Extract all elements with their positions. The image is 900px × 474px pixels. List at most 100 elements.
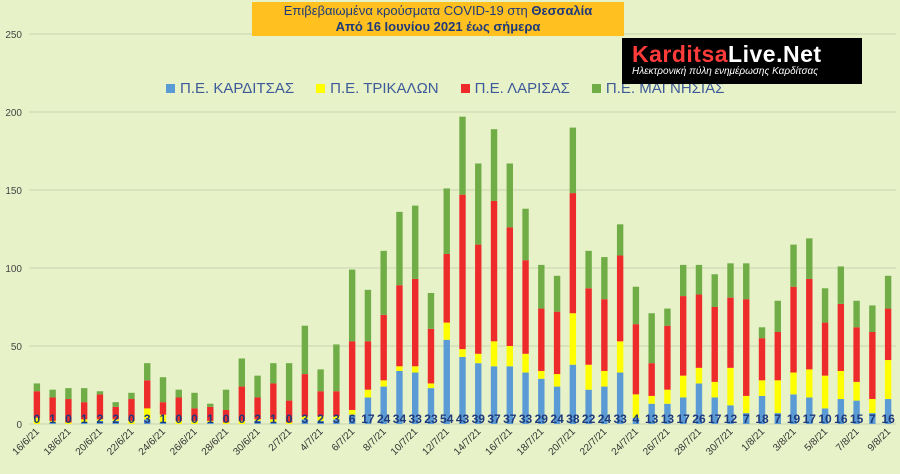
bar-segment-series-3 (80, 402, 88, 420)
bar-segment-series-1 (743, 413, 750, 424)
karditsa-value-label: 17 (803, 412, 817, 426)
bar-segment-series-1 (538, 378, 545, 424)
bar-segment-series-2 (96, 419, 104, 421)
bar-segment-series-1 (679, 397, 687, 424)
karditsa-value-label: 33 (519, 412, 533, 426)
y-tick-label: 250 (5, 30, 22, 41)
bar-segment-series-2 (679, 375, 687, 398)
bar-segment-series-2 (632, 394, 640, 418)
karditsa-value-label: 1 (160, 412, 167, 426)
bar-segment-series-3 (301, 374, 309, 417)
bar-segment-series-1 (790, 394, 797, 424)
bar-segment-series-3 (490, 200, 498, 342)
karditsa-value-label: 17 (677, 412, 691, 426)
karditsa-value-label: 17 (361, 412, 375, 426)
x-tick-label: 20/6/21 (74, 426, 106, 458)
bar-segment-series-3 (884, 308, 892, 361)
bar-segment-series-4 (412, 205, 419, 279)
karditsalive-logo: KarditsaLive.Net Ηλεκτρονική πύλη ενημέρ… (622, 38, 862, 84)
bar-segment-series-3 (695, 294, 703, 368)
bar-segment-series-1 (884, 399, 892, 424)
bar-segment-series-4 (774, 300, 781, 332)
bar-segment-series-4 (49, 389, 56, 398)
karditsa-value-label: 2 (112, 412, 119, 426)
bar-segment-series-3 (538, 308, 545, 371)
bar-segment-series-4 (380, 250, 387, 315)
bar-segment-series-4 (679, 264, 687, 297)
bar-segment-series-3 (522, 260, 529, 354)
bar-segment-series-2 (743, 395, 750, 414)
bar-segment-series-4 (207, 403, 214, 407)
karditsa-value-label: 1 (270, 412, 277, 426)
karditsa-value-label: 13 (645, 412, 659, 426)
bar-segment-series-4 (459, 116, 466, 195)
y-tick-label: 0 (16, 420, 22, 431)
legend-swatch-larisa (460, 84, 470, 93)
bar-segment-series-2 (427, 383, 435, 389)
legend-item-karditsa: Π.Ε. ΚΑΡΔΙΤΣΑΣ (166, 80, 294, 97)
bar-segment-series-1 (380, 386, 387, 424)
bar-segment-series-1 (490, 366, 498, 424)
bar-segment-series-1 (727, 405, 734, 424)
x-tick-label: 8/7/21 (361, 426, 389, 454)
legend-label-magnisia: Π.Ε. ΜΑΓΝΗΣΙΑΣ (605, 80, 725, 97)
bar-segment-series-4 (869, 305, 876, 332)
bar-segment-series-4 (65, 388, 72, 400)
bar-segment-series-1 (80, 422, 88, 424)
karditsa-value-label: 4 (633, 412, 640, 426)
bar-segment-series-2 (569, 313, 577, 365)
bar-segment-series-2 (664, 389, 671, 404)
karditsa-value-label: 0 (34, 412, 41, 426)
bar-segment-series-2 (648, 395, 655, 404)
bar-segment-series-3 (774, 331, 781, 381)
x-tick-label: 18/7/21 (515, 426, 547, 458)
bar-segment-series-2 (884, 360, 892, 400)
bar-segment-series-2 (238, 420, 246, 424)
bar-segment-series-2 (270, 419, 277, 423)
bar-segment-series-2 (585, 364, 592, 390)
bar-segment-series-4 (664, 308, 671, 326)
bar-segment-series-3 (49, 397, 56, 421)
bar-segment-series-1 (664, 403, 671, 424)
bar-segment-series-4 (301, 325, 309, 375)
x-tick-label: 6/7/21 (330, 426, 358, 454)
bar-segment-series-4 (522, 208, 529, 261)
bar-segment-series-2 (112, 419, 119, 421)
bar-segment-series-3 (96, 394, 104, 420)
legend-label-karditsa: Π.Ε. ΚΑΡΔΙΤΣΑΣ (180, 80, 295, 97)
bar-segment-series-2 (821, 375, 829, 409)
bar-segment-series-1 (412, 372, 419, 424)
bar-segment-series-1 (758, 395, 766, 424)
x-tick-label: 22/7/21 (578, 426, 610, 458)
karditsa-value-label: 0 (238, 412, 245, 426)
karditsa-value-label: 0 (191, 412, 198, 426)
bar-segment-series-1 (806, 397, 813, 424)
chart-title: Επιβεβαιωμένα κρούσματα COVID-19 στη Θεσ… (252, 2, 624, 36)
karditsa-value-label: 0 (65, 412, 72, 426)
bar-segment-series-2 (207, 420, 214, 423)
bar-segment-series-2 (443, 322, 450, 340)
karditsa-value-label: 37 (503, 412, 517, 426)
bar-segment-series-2 (317, 416, 324, 421)
bar-segment-series-1 (348, 414, 356, 424)
x-tick-label: 22/6/21 (105, 426, 137, 458)
karditsa-value-label: 6 (349, 412, 356, 426)
x-tick-label: 28/6/21 (200, 426, 232, 458)
karditsa-value-label: 38 (566, 412, 580, 426)
x-tick-label: 12/7/21 (420, 426, 452, 458)
karditsa-value-label: 23 (424, 412, 438, 426)
karditsa-value-label: 26 (692, 412, 706, 426)
x-tick-label: 20/7/21 (547, 426, 579, 458)
bar-segment-series-3 (506, 227, 513, 346)
x-tick-label: 26/7/21 (641, 426, 673, 458)
legend-swatch-trikala (316, 84, 326, 93)
bar-segment-series-3 (348, 341, 356, 410)
logo-tagline: Ηλεκτρονική πύλη ενημέρωσης Καρδίτσας (632, 66, 819, 77)
bar-segment-series-4 (727, 263, 734, 298)
bar-segment-series-4 (758, 327, 766, 339)
bar-segment-series-2 (869, 399, 876, 414)
x-tick-label: 30/6/21 (231, 426, 263, 458)
bar-segment-series-1 (506, 366, 513, 424)
bar-segment-series-4 (317, 369, 324, 392)
bar-segment-series-1 (270, 422, 277, 424)
